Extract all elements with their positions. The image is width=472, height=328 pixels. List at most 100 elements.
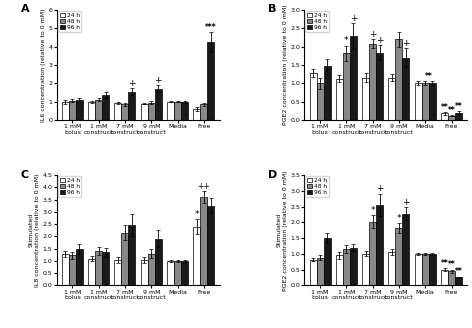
Bar: [415, 254, 421, 285]
Bar: [388, 78, 396, 120]
Bar: [455, 113, 462, 120]
Y-axis label: Stimulated
PGE2 concentration (relative to 0 mM): Stimulated PGE2 concentration (relative …: [277, 170, 287, 291]
Bar: [181, 261, 188, 285]
Bar: [121, 104, 128, 120]
Bar: [76, 249, 83, 285]
Bar: [148, 254, 155, 285]
Bar: [317, 258, 324, 285]
Bar: [324, 66, 330, 120]
Bar: [369, 44, 376, 120]
Bar: [376, 53, 383, 120]
Text: +: +: [154, 76, 162, 85]
Bar: [69, 101, 76, 120]
Text: **: **: [455, 102, 463, 111]
Y-axis label: PGE2 concentration (relative to 0 mM): PGE2 concentration (relative to 0 mM): [283, 5, 287, 125]
Bar: [350, 248, 357, 285]
Bar: [343, 53, 350, 120]
Bar: [174, 102, 181, 120]
Bar: [128, 225, 135, 285]
Bar: [69, 256, 76, 285]
Bar: [155, 239, 162, 285]
Bar: [88, 102, 95, 120]
Text: *: *: [344, 36, 349, 45]
Bar: [200, 197, 207, 285]
Bar: [336, 78, 343, 120]
Bar: [102, 252, 109, 285]
Bar: [95, 100, 102, 120]
Legend: 24 h, 48 h, 96 h: 24 h, 48 h, 96 h: [305, 11, 329, 31]
Y-axis label: IL6 concentration (relative to 0 mM): IL6 concentration (relative to 0 mM): [41, 8, 46, 122]
Bar: [141, 104, 148, 120]
Bar: [167, 102, 174, 120]
Bar: [207, 206, 214, 285]
Bar: [155, 89, 162, 120]
Text: +: +: [376, 184, 383, 194]
Bar: [141, 260, 148, 285]
Bar: [403, 214, 409, 285]
Bar: [429, 83, 436, 120]
Bar: [429, 254, 436, 285]
Bar: [310, 259, 317, 285]
Text: C: C: [21, 170, 29, 180]
Bar: [396, 39, 403, 120]
Bar: [95, 251, 102, 285]
Bar: [441, 113, 448, 120]
Bar: [207, 42, 214, 120]
Text: **: **: [455, 267, 463, 276]
Text: *: *: [396, 214, 401, 223]
Bar: [62, 254, 69, 285]
Text: ++: ++: [197, 182, 210, 191]
Bar: [448, 116, 455, 120]
Text: *: *: [194, 210, 199, 219]
Bar: [415, 83, 421, 120]
Bar: [421, 254, 429, 285]
Bar: [369, 222, 376, 285]
Bar: [310, 73, 317, 120]
Text: +: +: [402, 39, 410, 48]
Bar: [181, 102, 188, 120]
Text: +: +: [376, 36, 383, 45]
Bar: [88, 259, 95, 285]
Legend: 24 h, 48 h, 96 h: 24 h, 48 h, 96 h: [58, 176, 81, 197]
Text: A: A: [21, 4, 29, 14]
Bar: [76, 100, 83, 120]
Bar: [362, 254, 369, 285]
Text: ***: ***: [205, 23, 217, 31]
Bar: [324, 238, 330, 285]
Bar: [455, 277, 462, 285]
Bar: [200, 104, 207, 120]
Bar: [317, 83, 324, 120]
Bar: [115, 103, 121, 120]
Text: +: +: [128, 79, 136, 88]
Text: **: **: [425, 72, 433, 81]
Y-axis label: Stimulated
IL8 concentration (relative to 0 mM): Stimulated IL8 concentration (relative t…: [29, 174, 40, 287]
Bar: [148, 103, 155, 120]
Bar: [174, 261, 181, 285]
Text: +: +: [350, 14, 357, 23]
Bar: [388, 252, 396, 285]
Bar: [102, 95, 109, 120]
Text: *: *: [371, 206, 375, 215]
Text: +: +: [369, 30, 376, 39]
Bar: [167, 261, 174, 285]
Bar: [115, 260, 121, 285]
Bar: [121, 233, 128, 285]
Bar: [441, 270, 448, 285]
Legend: 24 h, 48 h, 96 h: 24 h, 48 h, 96 h: [305, 176, 329, 197]
Text: **: **: [447, 260, 455, 269]
Bar: [62, 102, 69, 120]
Legend: 24 h, 48 h, 96 h: 24 h, 48 h, 96 h: [58, 11, 81, 31]
Bar: [396, 228, 403, 285]
Bar: [343, 249, 350, 285]
Bar: [350, 36, 357, 120]
Bar: [376, 205, 383, 285]
Bar: [362, 78, 369, 120]
Bar: [336, 256, 343, 285]
Bar: [194, 227, 200, 285]
Bar: [448, 271, 455, 285]
Text: B: B: [269, 4, 277, 14]
Text: D: D: [269, 170, 278, 180]
Bar: [403, 58, 409, 120]
Bar: [421, 83, 429, 120]
Text: **: **: [441, 103, 448, 112]
